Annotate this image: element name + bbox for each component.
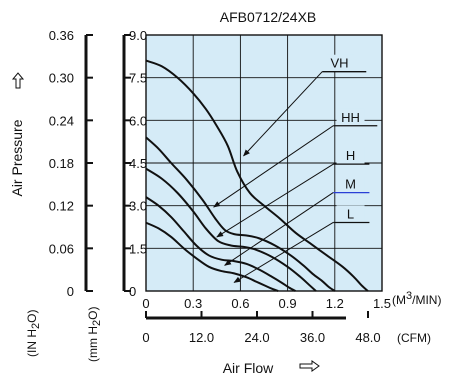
y-tick-label-inh2o: 0.30 xyxy=(49,71,74,86)
y-axes: 0 0.06 0.12 0.18 0.24 0.30 0.36 0 1.5 3.0 4.5 6.0 7.… xyxy=(49,28,147,299)
x-axes: 0 0.3 0.6 0.9 1.2 1.5 0 12.0 24.0 36.0 48.0 xyxy=(142,296,391,345)
x-tick-label-m3min: 1.2 xyxy=(326,296,344,311)
y-tick-label-inh2o: 0.36 xyxy=(49,28,74,43)
series-label-bg-m xyxy=(336,175,365,193)
series-line-l xyxy=(145,221,279,292)
series-label-bg-l xyxy=(336,205,365,223)
x-tick-label-m3min: 0.9 xyxy=(279,296,297,311)
x-tick-label-m3min: 0.3 xyxy=(184,296,202,311)
y-tick-label-mmh2o: 9.0 xyxy=(129,28,147,43)
x-tick-label-m3min: 0.6 xyxy=(231,296,249,311)
grid-lines xyxy=(146,35,382,291)
series-curves xyxy=(145,59,369,292)
y-tick-label-mmh2o: 7.5 xyxy=(129,71,147,86)
series-label-leader-h xyxy=(216,163,334,238)
x-unit-cfm: (CFM) xyxy=(397,331,431,345)
series-line-h xyxy=(145,167,317,292)
series-label-m: M xyxy=(345,177,356,192)
y-axis-title-group: Air Pressure xyxy=(9,72,25,197)
series-label-bg-hh xyxy=(336,108,365,126)
series-label-leader-m xyxy=(224,192,334,266)
x-tick-label-m3min: 0 xyxy=(142,296,149,311)
x-tick-label-cfm: 36.0 xyxy=(300,330,325,345)
series-label-bg-h xyxy=(336,147,365,165)
y-tick-label-mmh2o: 4.5 xyxy=(129,156,147,171)
series-line-vh xyxy=(145,59,369,292)
unit-inh2o-group: (IN H2O) xyxy=(25,310,42,357)
y-tick-label-inh2o: 0 xyxy=(67,284,74,299)
series-label-l: L xyxy=(347,206,354,221)
y-tick-label-inh2o: 0.06 xyxy=(49,241,74,256)
y-tick-label-mmh2o: 3.0 xyxy=(129,199,147,214)
y-tick-label-mmh2o: 0 xyxy=(129,284,136,299)
series-line-hh xyxy=(145,136,336,292)
series-label-leader-hh xyxy=(213,125,334,208)
y-tick-label-inh2o: 0.18 xyxy=(49,156,74,171)
x-tick-label-cfm: 24.0 xyxy=(244,330,269,345)
x-tick-label-m3min: 1.5 xyxy=(373,296,391,311)
y-axis-title: Air Pressure xyxy=(9,119,25,196)
series-label-hh: HH xyxy=(341,110,360,125)
y-tick-label-inh2o: 0.24 xyxy=(49,113,74,128)
x-tick-label-cfm: 12.0 xyxy=(189,330,214,345)
y-tick-label-mmh2o: 6.0 xyxy=(129,113,147,128)
y-tick-label-mmh2o: 1.5 xyxy=(129,241,147,256)
y-axis-arrow-icon xyxy=(11,72,25,89)
x-tick-label-cfm: 0 xyxy=(142,330,149,345)
unit-mmh2o-group: (mm H2O) xyxy=(86,307,103,362)
x-axis-arrow-icon xyxy=(299,360,320,372)
chart-title: AFB0712/24XB xyxy=(220,9,317,25)
x-unit-m3min: (M3/MIN) xyxy=(392,290,441,307)
series-label-h: H xyxy=(346,148,355,163)
series-label-bg-vh xyxy=(325,54,354,72)
unit-mmh2o-label: (mm H2O) xyxy=(86,307,103,362)
series-label-leader-vh xyxy=(243,71,323,157)
series-label-vh: VH xyxy=(330,56,348,71)
unit-inh2o-label: (IN H2O) xyxy=(25,310,42,357)
x-tick-label-cfm: 48.0 xyxy=(355,330,380,345)
x-axis-title: Air Flow xyxy=(223,360,274,376)
series-label-leader-l xyxy=(233,222,334,283)
y-tick-label-inh2o: 0.12 xyxy=(49,199,74,214)
